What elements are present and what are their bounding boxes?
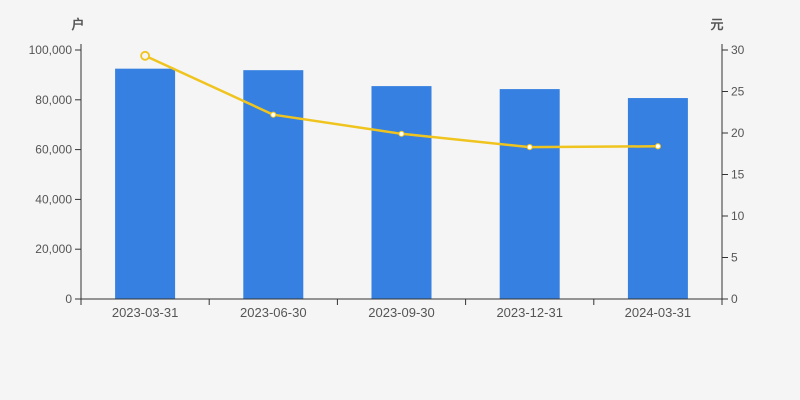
bar-2023-09-30[interactable] bbox=[371, 86, 432, 299]
bar-2024-03-31[interactable] bbox=[627, 98, 688, 299]
x-axis-label: 2024-03-31 bbox=[625, 305, 692, 320]
right-axis-title: 元 bbox=[710, 17, 723, 32]
left-axis-tick-label: 80,000 bbox=[35, 93, 72, 107]
line-point-2023-06-30[interactable] bbox=[270, 111, 277, 118]
line-point-2024-03-31[interactable] bbox=[654, 143, 662, 150]
line-point-2023-03-31[interactable] bbox=[140, 50, 151, 61]
right-axis-tick-label: 20 bbox=[731, 126, 745, 140]
line-point-2023-12-31[interactable] bbox=[526, 144, 533, 151]
right-axis-tick-label: 30 bbox=[731, 43, 745, 57]
right-axis-tick-label: 15 bbox=[731, 168, 745, 182]
bar-2023-12-31[interactable] bbox=[499, 89, 560, 299]
left-axis-tick-label: 20,000 bbox=[35, 242, 72, 256]
left-axis-tick-label: 100,000 bbox=[29, 43, 73, 57]
left-axis-title: 户 bbox=[71, 17, 84, 32]
right-axis-tick-label: 5 bbox=[731, 251, 738, 265]
line-point-2023-09-30[interactable] bbox=[398, 130, 405, 137]
x-axis-label: 2023-12-31 bbox=[496, 305, 563, 320]
left-axis-tick-label: 40,000 bbox=[35, 192, 72, 206]
bar-2023-03-31[interactable] bbox=[115, 68, 176, 299]
right-axis-tick-label: 10 bbox=[731, 209, 745, 223]
x-axis-label: 2023-03-31 bbox=[112, 305, 179, 320]
bar-2023-06-30[interactable] bbox=[243, 70, 304, 299]
x-axis-label: 2023-06-30 bbox=[240, 305, 307, 320]
right-axis-tick-label: 25 bbox=[731, 85, 745, 99]
right-axis-tick-label: 0 bbox=[731, 292, 738, 306]
left-axis-tick-label: 60,000 bbox=[35, 143, 72, 157]
left-axis-tick-label: 0 bbox=[65, 292, 72, 306]
x-axis-label: 2023-09-30 bbox=[368, 305, 435, 320]
